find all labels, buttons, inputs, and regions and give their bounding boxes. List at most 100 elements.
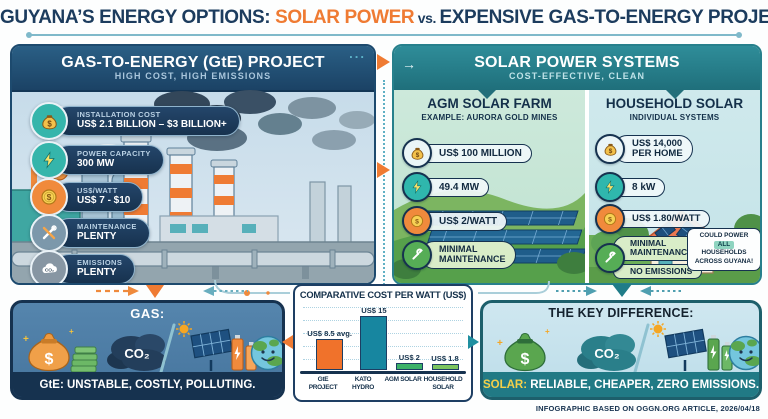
- stat-label: US$/WATT: [77, 186, 118, 196]
- household-subtitle: INDIVIDUAL SYSTEMS: [629, 113, 720, 122]
- bubble-line2: HOUSEHOLDS: [701, 249, 747, 257]
- cash-stack: [70, 346, 98, 373]
- lightning-icon: [30, 141, 68, 179]
- agm-stat-cost-per-watt: $ US$ 2/WATT: [402, 206, 508, 236]
- bar-value-label: US$ 1.8: [431, 353, 459, 363]
- svg-text:$: $: [415, 152, 419, 159]
- bar-group-gte: US$ 8.5 avg.: [307, 329, 352, 370]
- bar-gte-project: [316, 339, 344, 370]
- tick-label: AGM SOLAR: [384, 376, 422, 383]
- tick-label: KATO HYDRO: [352, 376, 374, 391]
- bar-group-agm: US$ 2: [395, 352, 423, 370]
- wrench-icon: [595, 242, 625, 273]
- solar-title: SOLAR POWER SYSTEMS: [474, 53, 680, 71]
- dollar-coin-icon: $: [595, 204, 625, 234]
- solar-caption: SOLAR: RELIABLE, CHEAPER, ZERO EMISSIONS…: [483, 372, 759, 397]
- agm-solar-column: AGM SOLAR FARM EXAMPLE: AURORA GOLD MINE…: [394, 90, 585, 283]
- bubble-highlight: ALL: [713, 240, 735, 250]
- household-solar-column: HOUSEHOLD SOLAR INDIVIDUAL SYSTEMS $ US$…: [589, 90, 760, 283]
- no-emissions-pill: NO EMISSIONS: [613, 263, 702, 280]
- money-bag-icon: $: [595, 134, 625, 164]
- header-notch-household: [666, 90, 684, 99]
- solar-panel: → SOLAR POWER SYSTEMS COST-EFFECTIVE, CL…: [392, 44, 762, 285]
- co2-cloud: CO₂: [107, 334, 166, 371]
- gte-panel: GAS-TO-ENERGY (GtE) PROJECT HIGH COST, H…: [10, 44, 376, 285]
- svg-text:+: +: [545, 327, 550, 336]
- co2-label: CO₂: [124, 346, 150, 361]
- svg-text:$: $: [608, 148, 612, 155]
- lightning-icon: [595, 172, 625, 202]
- stat-value: US$ 1.80/WATT: [613, 209, 711, 229]
- ellipsis-decoration: ...: [349, 46, 366, 61]
- svg-text:$: $: [608, 217, 612, 224]
- co2-cloud: CO₂: [577, 334, 636, 371]
- divider-slash: [633, 323, 650, 374]
- svg-text:$: $: [521, 351, 530, 368]
- co2-label: CO₂: [594, 346, 620, 361]
- money-bag-icon: $: [30, 102, 68, 140]
- stat-value: US$ 2.1 BILLION – $3 BILLION+: [77, 119, 227, 131]
- header-notch-agm: [478, 90, 496, 99]
- chart-bars: US$ 8.5 avg. US$ 15 US$ 2 US$ 1.8: [303, 304, 463, 370]
- household-stat-cost-per-watt: $ US$ 1.80/WATT: [595, 204, 711, 234]
- flow-arrow-right-top: [377, 54, 390, 70]
- gte-stat-installation-cost: $ INSTALLATION COST US$ 2.1 BILLION – $3 …: [30, 102, 240, 140]
- stat-value: US$ 14,000 PER HOME: [613, 134, 693, 164]
- title-highlight: SOLAR POWER: [275, 7, 415, 28]
- key-difference-title: THE KEY DIFFERENCE:: [548, 306, 694, 320]
- dollar-coin-icon: $: [402, 206, 432, 236]
- earth-icon: [728, 335, 759, 371]
- title-vs: vs.: [414, 10, 440, 26]
- svg-text:$: $: [47, 192, 52, 202]
- lightning-icon: [402, 172, 432, 202]
- agm-subtitle: EXAMPLE: AURORA GOLD MINES: [421, 113, 558, 122]
- gas-caption: GtE: UNSTABLE, COSTLY, POLLUTING.: [13, 372, 282, 397]
- chart-plot: US$ 8.5 avg. US$ 15 US$ 2 US$ 1.8: [303, 304, 463, 370]
- gte-subtitle: HIGH COST, HIGH EMISSIONS: [114, 71, 272, 82]
- stat-value: PLENTY: [77, 231, 117, 243]
- tick-label: HOUSEHOLD SOLAR: [423, 376, 463, 391]
- svg-text:CO₂: CO₂: [44, 267, 53, 273]
- gas-title: GAS:: [130, 306, 165, 321]
- gte-header: GAS-TO-ENERGY (GtE) PROJECT HIGH COST, H…: [12, 46, 374, 92]
- gte-stat-maintenance: MAINTENANCE PLENTY: [30, 214, 150, 252]
- tools-icon: [30, 214, 68, 252]
- gas-summary-panel: GAS: + + $ CO₂: [10, 300, 285, 400]
- tick-label: GtE PROJECT: [308, 376, 338, 391]
- stat-value: US$ 2/WATT: [420, 211, 508, 231]
- stat-label: POWER CAPACITY: [77, 149, 151, 159]
- svg-text:+: +: [23, 334, 29, 345]
- agm-stat-maintenance: MINIMAL MAINTENANCE: [402, 240, 516, 270]
- household-stat-maintenance: MINIMAL MAINTENANCE NO EMISSIONS: [595, 236, 702, 280]
- stat-label: EMISSIONS: [77, 258, 123, 268]
- flow-connectors: [96, 279, 684, 298]
- stat-value: US$ 7 - $10: [77, 195, 131, 207]
- flow-arrow-right-mid: [377, 162, 390, 178]
- arrow-right-icon: →: [402, 56, 416, 72]
- bar-value-label: US$ 2: [398, 352, 420, 362]
- sun-icon: [650, 321, 666, 337]
- gte-stat-emissions: CO₂ EMISSIONS PLENTY: [30, 250, 136, 283]
- title-part3: EXPENSIVE GAS-TO-ENERGY PROJECT: [439, 7, 768, 28]
- solar-subtitle: COST-EFFECTIVE, CLEAN: [508, 71, 646, 82]
- title-rule: [30, 34, 738, 36]
- chart-arrow-left: [282, 335, 293, 349]
- solar-panel-icon: [664, 328, 707, 359]
- chart-title: COMPARATIVE COST PER WATT (US$): [299, 290, 467, 300]
- wrench-icon: [402, 240, 432, 270]
- chart-baseline: [300, 371, 466, 374]
- bar-value-label: US$ 15: [361, 306, 387, 315]
- bar-group-household: US$ 1.8: [431, 353, 459, 370]
- svg-text:$: $: [415, 219, 419, 226]
- bar-value-label: US$ 8.5 avg.: [307, 329, 352, 339]
- chart-ticks: GtE PROJECT KATO HYDRO AGM SOLAR HOUSEHO…: [303, 376, 463, 392]
- agm-stat-cost: $ US$ 100 MILLION: [402, 138, 532, 168]
- bar-group-kato: US$ 15: [360, 306, 388, 370]
- agm-title: AGM SOLAR FARM: [427, 96, 552, 111]
- emissions-cloud-icon: CO₂: [30, 250, 68, 283]
- bubble-line1: COULD POWER: [699, 232, 749, 239]
- cost-chart-panel: COMPARATIVE COST PER WATT (US$) US$ 8.5 …: [293, 284, 473, 402]
- gte-stat-cost-per-watt: $ US$/WATT US$ 7 - $10: [30, 178, 144, 216]
- gas-collage: + + $ CO₂: [23, 321, 282, 374]
- stat-value: MINIMAL MAINTENANCE: [420, 241, 516, 269]
